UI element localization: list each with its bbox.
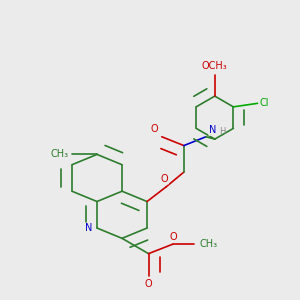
Text: N: N [85, 223, 93, 233]
Text: Cl: Cl [260, 98, 269, 108]
Text: CH₃: CH₃ [50, 149, 68, 159]
Text: OCH₃: OCH₃ [202, 61, 228, 71]
Text: H: H [219, 127, 225, 136]
Text: N: N [209, 125, 216, 135]
Text: O: O [169, 232, 177, 242]
Text: O: O [161, 174, 169, 184]
Text: O: O [151, 124, 158, 134]
Text: O: O [145, 279, 152, 289]
Text: CH₃: CH₃ [199, 239, 217, 249]
